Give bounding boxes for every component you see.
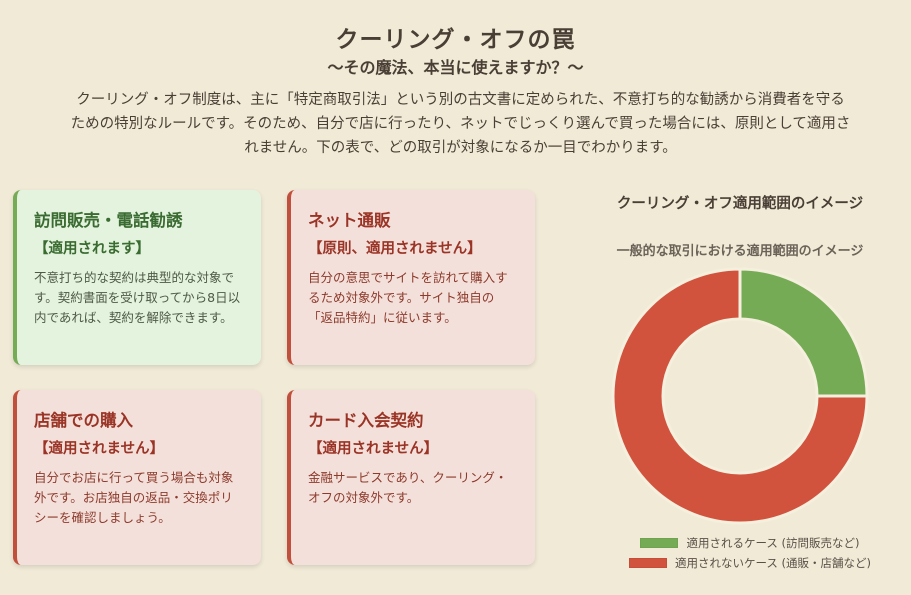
card-title: 店舗での購入 (34, 411, 133, 430)
legend-item[interactable]: 適用されないケース (通販・店舗など) (605, 553, 895, 573)
card-online-shopping: ネット通販 【原則、適用されません】 自分の意思でサイトを訪れて購入するため対象… (287, 190, 535, 365)
legend-label: 適用されないケース (通販・店舗など) (674, 556, 872, 570)
card-body: 不意打ち的な契約は典型的な対象です。契約書面を受け取ってから8日以内であれば、契… (34, 270, 241, 325)
card-title: 訪問販売・電話勧誘 (34, 211, 183, 230)
donut-slice-0 (738, 267, 869, 398)
legend-item[interactable]: 適用されるケース (訪問販売など) (605, 533, 895, 553)
chart-legend: 適用されるケース (訪問販売など) 適用されないケース (通販・店舗など) (605, 533, 895, 573)
card-status: 【適用されます】 (34, 241, 150, 257)
card-body: 自分の意思でサイトを訪れて購入するため対象外です。サイト独自の「返品特約」に従い… (308, 270, 508, 325)
legend-swatch (628, 558, 667, 568)
legend-swatch (640, 538, 679, 548)
card-title: ネット通販 (308, 211, 391, 230)
donut-slice-1 (611, 267, 869, 525)
intro-paragraph: クーリング・オフ制度は、主に「特定商取引法」という別の古文書に定められた、不意打… (70, 92, 851, 156)
chart-title: 一般的な取引における適用範囲のイメージ (616, 244, 864, 259)
card-status: 【適用されません】 (34, 441, 165, 457)
card-status: 【適用されません】 (308, 441, 439, 457)
card-body: 自分でお店に行って買う場合も対象外です。お店独自の返品・交換ポリシーを確認しまし… (34, 470, 234, 525)
page-subtitle: 〜その魔法、本当に使えますか？〜 (327, 58, 584, 77)
donut-chart (611, 267, 869, 525)
card-title: カード入会契約 (308, 411, 424, 430)
legend-label: 適用されるケース (訪問販売など) (686, 536, 860, 550)
card-status: 【原則、適用されません】 (308, 241, 482, 257)
chart-panel-title: クーリング・オフ適用範囲のイメージ (616, 196, 864, 212)
card-door-to-door: 訪問販売・電話勧誘 【適用されます】 不意打ち的な契約は典型的な対象です。契約書… (13, 190, 261, 365)
page-title: クーリング・オフの罠 (335, 27, 576, 53)
card-credit-card-contract: カード入会契約 【適用されません】 金融サービスであり、クーリング・オフの対象外… (287, 390, 535, 565)
card-store-purchase: 店舗での購入 【適用されません】 自分でお店に行って買う場合も対象外です。お店独… (13, 390, 261, 565)
card-body: 金融サービスであり、クーリング・オフの対象外です。 (308, 470, 508, 505)
